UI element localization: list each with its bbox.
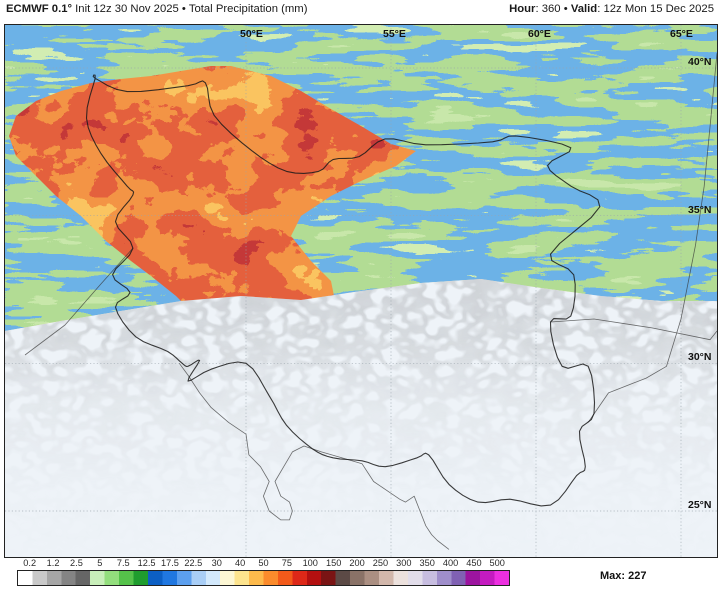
svg-text:30°N: 30°N	[688, 351, 711, 363]
svg-text:25°N: 25°N	[688, 499, 711, 511]
svg-text:50°E: 50°E	[240, 28, 263, 40]
svg-text:65°E: 65°E	[670, 28, 693, 40]
svg-text:55°E: 55°E	[383, 28, 406, 40]
svg-text:60°E: 60°E	[528, 28, 551, 40]
svg-text:40°N: 40°N	[688, 56, 711, 68]
